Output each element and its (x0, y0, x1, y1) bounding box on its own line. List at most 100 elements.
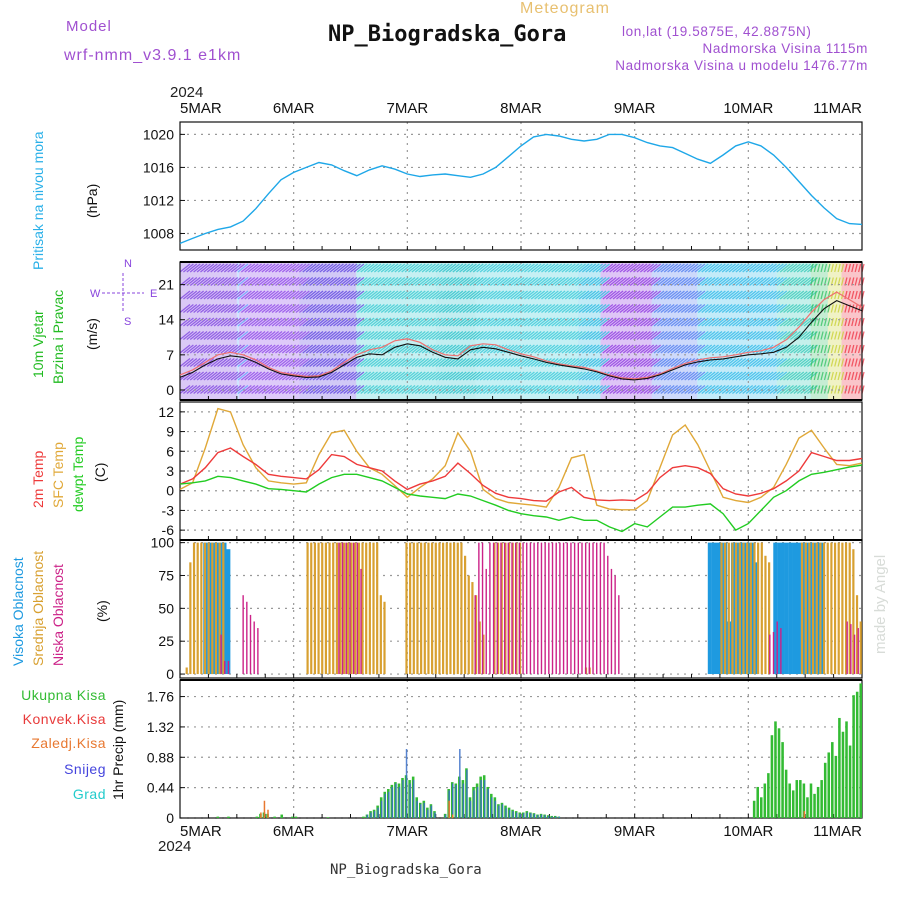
wind-barb (196, 317, 208, 327)
total-precip-bar (848, 745, 852, 818)
wind-barb (813, 344, 817, 354)
wind-barb (237, 357, 249, 368)
wind-barb (687, 330, 699, 341)
mid-cloud-bar (800, 542, 804, 675)
wind-barb (455, 330, 467, 341)
wind-barb (479, 344, 491, 354)
wind-barb (275, 384, 286, 395)
wind-barb (789, 357, 801, 368)
x-tick-label-bottom: 6MAR (273, 823, 315, 840)
wind-barb (397, 344, 409, 354)
wind-barb (380, 330, 392, 341)
wind-barb (298, 357, 310, 368)
wind-barb (401, 290, 413, 300)
wind-barb (725, 290, 737, 300)
wind-barb (315, 317, 327, 327)
wind-barb (769, 384, 781, 395)
wind-barb (438, 371, 450, 381)
wind-barb (326, 290, 338, 300)
mid-cloud-bar (357, 542, 360, 675)
wind-barb (394, 371, 406, 381)
wind-barb (452, 357, 464, 368)
wind-barb (571, 371, 583, 381)
wind-barb (527, 303, 539, 314)
low-cloud-bar (511, 542, 513, 675)
low-cloud-bar (478, 542, 480, 675)
wind-barb (595, 303, 607, 314)
wind-barb (356, 371, 368, 381)
wind-barb (183, 276, 194, 287)
wind-barb (796, 303, 808, 314)
mid-cloud-bar (826, 542, 829, 675)
wind-barb (506, 330, 518, 341)
wind-barb (653, 357, 665, 368)
wind-barb (251, 371, 263, 381)
wind-barb (234, 344, 245, 354)
wind-barb (537, 276, 549, 287)
wind-barb (650, 384, 661, 395)
wind-barb (234, 330, 245, 341)
wind-barb (789, 330, 801, 341)
wind-barb (650, 290, 661, 300)
wind-barb (309, 344, 320, 354)
wind-barb (670, 276, 682, 287)
snow-precip-bar (498, 805, 500, 818)
wind-barb (714, 317, 726, 327)
wind-barb (830, 331, 834, 340)
mid-cloud-bar (200, 542, 203, 675)
wind-barb (258, 303, 269, 314)
wind-barb (281, 303, 293, 314)
low-cloud-bar (227, 660, 230, 675)
wind-barb (391, 290, 402, 300)
wind-barb (356, 330, 368, 341)
wind-barb (813, 277, 817, 286)
wind-barb (551, 330, 563, 341)
altitude-label: Nadmorska Visina 1115m (702, 41, 868, 56)
wind-barb (752, 330, 764, 341)
wind-barb (742, 344, 754, 354)
wind-barb (360, 357, 372, 368)
wind-barb (592, 357, 604, 368)
wind-barb (834, 385, 838, 394)
wind-barb (278, 276, 290, 287)
wind-barb (261, 276, 273, 287)
wind-barb (718, 303, 730, 314)
year-bottom: 2024 (158, 838, 192, 855)
wind-barb (189, 290, 201, 300)
wind-barb (564, 371, 576, 381)
low-cloud-bar (614, 575, 616, 675)
y-tick-label: 9 (166, 424, 174, 440)
wind-barb (401, 303, 413, 314)
wind-barb (742, 317, 754, 327)
wind-barb (656, 371, 668, 381)
wind-barb (728, 263, 740, 273)
wind-barb (677, 290, 689, 300)
wind-barb (234, 303, 245, 314)
wind-barb (612, 371, 624, 381)
wind-barb (609, 263, 621, 273)
low-cloud-bar (769, 634, 771, 675)
wind-barb (483, 371, 494, 381)
wind-barb (646, 317, 658, 327)
wind-barb (578, 357, 590, 368)
wind-barb (350, 330, 361, 341)
wind-barb (680, 276, 692, 287)
mid-cloud-bar (328, 542, 331, 675)
wind-barb (455, 317, 467, 327)
wind-barb (834, 371, 838, 381)
wind-barb (680, 263, 692, 273)
low-cloud-bar (596, 542, 598, 675)
wind-barb (281, 317, 293, 327)
mid-cloud-bar (478, 621, 481, 675)
wind-barb (554, 303, 566, 314)
wind-barb (278, 357, 290, 368)
wind-barb (472, 263, 484, 273)
wind-barb (595, 290, 607, 300)
wind-barb (854, 344, 858, 354)
wind-barb (670, 384, 682, 395)
wind-barb (387, 371, 399, 381)
wind-barb (305, 263, 317, 273)
wind-barb (431, 384, 443, 395)
total-precip-bar (806, 797, 809, 818)
high-cloud-bar (792, 542, 797, 675)
